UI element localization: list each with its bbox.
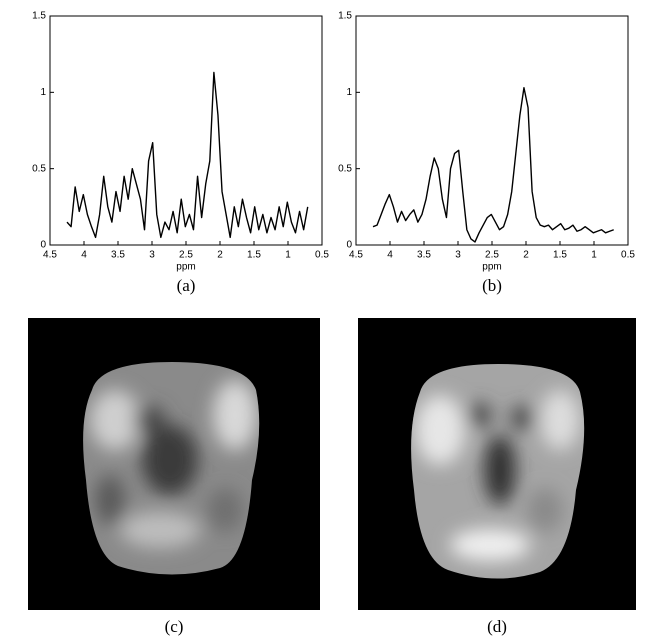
y-tick-label: 1 [346,87,352,98]
x-tick-label: 1 [591,250,597,261]
x-tick-label: 4 [81,250,87,261]
x-axis-label: ppm [482,262,501,273]
x-tick-label: 4.5 [43,250,57,261]
y-tick-label: 1.5 [338,11,352,22]
x-tick-label: 2.5 [179,250,193,261]
x-tick-label: 3 [455,250,461,261]
x-tick-label: 1.5 [247,250,261,261]
x-tick-label: 2.5 [485,250,499,261]
spectrum-line [66,71,309,239]
x-tick-label: 0.5 [315,250,329,261]
spectrum-line [372,87,614,243]
x-tick-label: 3.5 [417,250,431,261]
x-axis-label: ppm [176,262,195,273]
y-tick-label: 0.5 [338,163,352,174]
x-tick-label: 4.5 [349,250,363,261]
x-tick-label: 3.5 [111,250,125,261]
x-tick-label: 3 [149,250,155,261]
image-c [28,318,320,610]
plot-frame [355,15,629,246]
x-tick-label: 1.5 [553,250,567,261]
x-tick-label: 2 [523,250,529,261]
y-tick-label: 1.5 [32,11,46,22]
x-tick-label: 0.5 [621,250,635,261]
y-tick-label: 0 [346,240,352,251]
y-tick-label: 0 [40,240,46,251]
caption: (a) [177,276,196,295]
y-tick-label: 0.5 [32,163,46,174]
caption: (b) [482,276,502,295]
x-tick-label: 4 [387,250,393,261]
y-tick-label: 1 [40,87,46,98]
plot-frame [49,15,323,246]
image-d [358,318,636,610]
x-tick-label: 1 [285,250,291,261]
x-tick-label: 2 [217,250,223,261]
caption: (c) [165,617,184,636]
caption: (d) [487,617,507,636]
